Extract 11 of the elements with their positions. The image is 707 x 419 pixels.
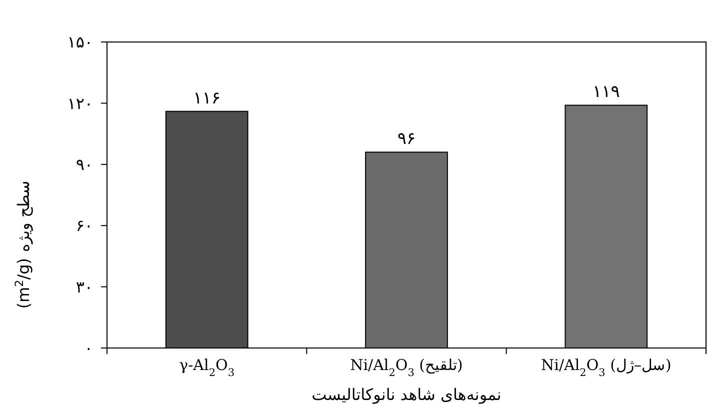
y-tick-label: ۱۵۰ bbox=[67, 32, 93, 52]
y-tick-label: ۳۰ bbox=[76, 277, 93, 296]
data-label: ۹۶ bbox=[397, 129, 416, 150]
data-label: ۱۱۶ bbox=[193, 88, 221, 108]
data-label: ۱۱۹ bbox=[592, 82, 620, 102]
y-tick-label: ۶۰ bbox=[76, 216, 93, 236]
y-tick-label: ۹۰ bbox=[76, 155, 93, 174]
x-tick-label: γ-Al$_{2}$O$_{3}$ bbox=[179, 356, 235, 379]
x-axis-title: نمونه‌های شاهد نانوکاتالیست bbox=[312, 385, 502, 404]
y-tick-label: ۰ bbox=[84, 338, 93, 358]
y-tick-label: ۱۲۰ bbox=[67, 94, 93, 113]
